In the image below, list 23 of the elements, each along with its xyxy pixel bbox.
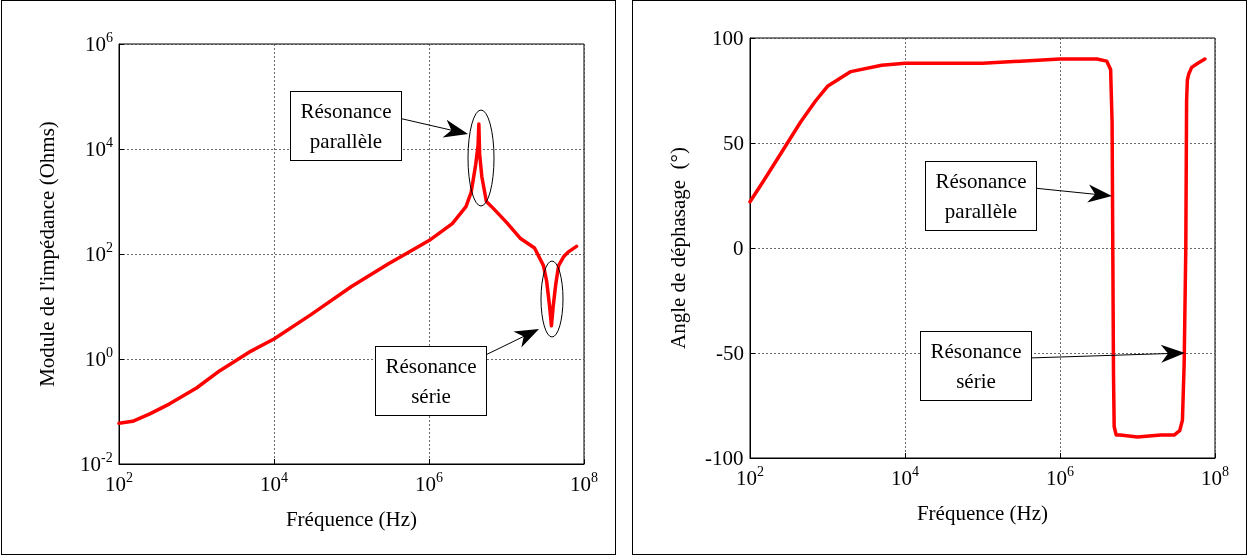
- y-axis-title: Module de l'impédance (Ohms): [34, 121, 59, 387]
- y-tick-label: 10$^{4}$: [85, 135, 113, 161]
- y-tick-label: 10$^{2}$: [85, 240, 113, 266]
- y-tick-label: 50: [723, 131, 744, 155]
- x-tick-label: 10$^{6}$: [1046, 464, 1074, 490]
- x-tick-label: 10$^{8}$: [570, 470, 598, 496]
- x-axis-title: Fréquence (Hz): [916, 500, 1049, 525]
- x-tick-label: 10$^{6}$: [415, 470, 443, 496]
- y-axis-title: Angle de déphasage (°): [665, 147, 690, 349]
- x-axis-title: Fréquence (Hz): [285, 506, 418, 531]
- y-tick-label: 10$^{6}$: [85, 30, 113, 56]
- y-tick-label: -100: [705, 446, 744, 470]
- y-tick-label: 100: [712, 26, 744, 50]
- x-tick-label: 10$^{4}$: [891, 464, 919, 490]
- annotation: Résonance série: [374, 346, 488, 416]
- x-tick-label: 10$^{4}$: [260, 470, 288, 496]
- y-tick-label: 10$^{0}$: [85, 345, 113, 371]
- annotation: Résonance parallèle: [924, 161, 1038, 231]
- y-tick-label: 0: [733, 236, 744, 260]
- y-tick-label: -50: [716, 341, 744, 365]
- annotation: Résonance série: [919, 331, 1033, 401]
- annotation: Résonance parallèle: [289, 91, 403, 161]
- x-tick-label: 10$^{8}$: [1201, 464, 1229, 490]
